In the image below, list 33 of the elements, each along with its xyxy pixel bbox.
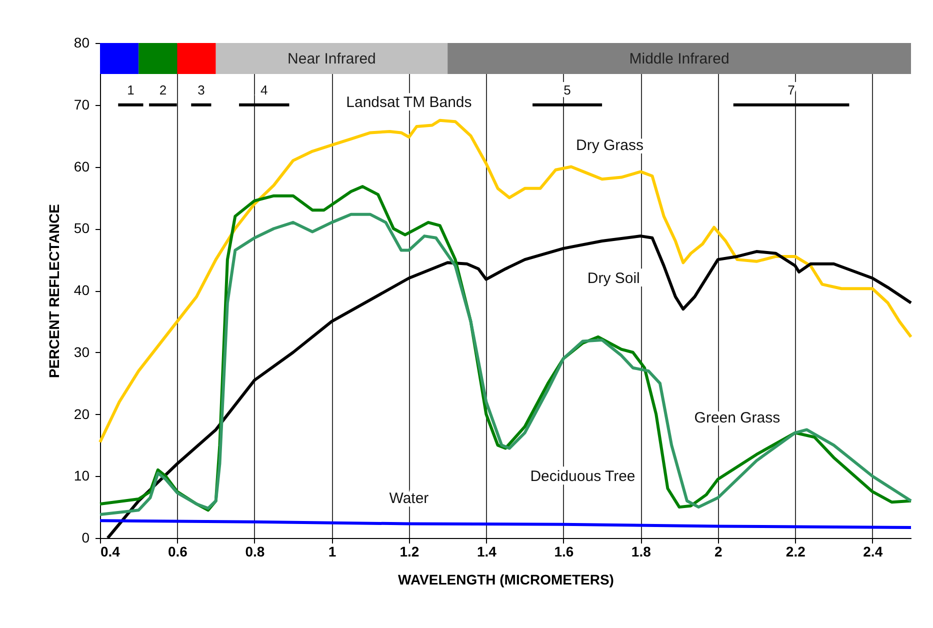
y-tick-label: 20 (74, 406, 90, 422)
x-tick-label: 1.4 (476, 544, 497, 560)
series-label: 2 (159, 82, 167, 98)
x-tick-label: 1.6 (554, 544, 574, 560)
line-series (98, 519, 912, 529)
line-series (98, 118, 912, 444)
x-tick-label: 2 (714, 544, 723, 560)
x-tick-label: 0.8 (245, 544, 265, 560)
series-label: Dry Soil (587, 270, 640, 288)
band-label: Middle Infrared (629, 50, 730, 68)
series-label: 5 (564, 82, 571, 98)
x-tick-label: 2.2 (786, 544, 806, 560)
y-tick-label: 30 (74, 344, 90, 360)
x-axis-title: WAVELENGTH (MICROMETERS) (398, 572, 614, 588)
y-tick-label: 10 (74, 468, 90, 484)
y-tick-label: 60 (74, 158, 90, 174)
band-label: Near Infrared (288, 50, 376, 68)
x-tick-label: 1.2 (400, 544, 420, 560)
y-tick-label: 0 (82, 530, 90, 546)
x-tick-label: 0.6 (168, 544, 188, 560)
series-label: 3 (198, 82, 205, 98)
y-tick-label: 50 (74, 220, 90, 236)
series-label: 7 (788, 82, 795, 98)
x-tick-label: 1.8 (631, 544, 652, 560)
x-tick-label: 2.4 (863, 544, 883, 560)
series-label: 4 (260, 82, 268, 98)
y-axis-title: PERCENT REFLECTANCE (46, 204, 62, 378)
y-tick-label: 40 (74, 282, 90, 298)
series-label: 1 (127, 82, 134, 98)
x-tick-label: 0.4 (100, 544, 120, 560)
y-tick-label: 70 (74, 96, 90, 112)
x-tick-label: 1 (328, 544, 336, 560)
y-tick-label: 80 (74, 34, 90, 50)
